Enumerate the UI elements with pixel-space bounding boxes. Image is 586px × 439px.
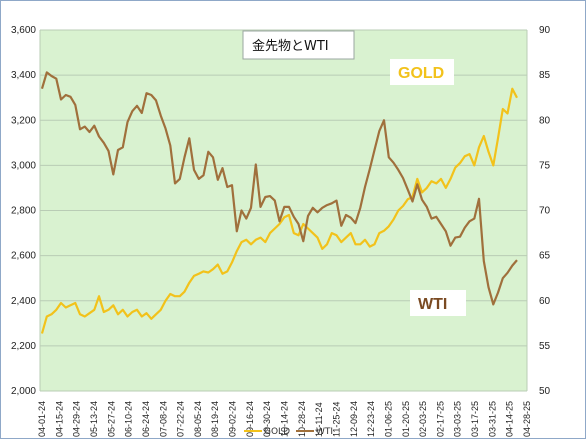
x-tick-label: 02-03-25	[418, 401, 428, 437]
x-tick-label: 08-05-24	[193, 401, 203, 437]
x-tick-label: 05-13-24	[89, 401, 99, 437]
chart-title: 金先物とWTI	[252, 38, 329, 54]
gold-series-line	[40, 87, 518, 334]
y-left-tick-label: 2,400	[11, 296, 36, 307]
y-left-tick-label: 3,400	[11, 70, 36, 81]
x-tick-label: 07-08-24	[158, 401, 168, 437]
x-tick-label: 12-09-24	[349, 401, 359, 437]
x-tick-label: 03-03-25	[453, 401, 463, 437]
y-right-tick-label: 75	[539, 160, 551, 171]
x-tick-label: 12-23-24	[366, 401, 376, 437]
x-tick-label: 09-16-24	[245, 401, 255, 437]
y-right-tick-label: 80	[539, 115, 551, 126]
gold-series-label: GOLD	[398, 65, 444, 82]
x-tick-label: 11-25-24	[331, 402, 341, 437]
x-tick-label: 04-14-25	[505, 401, 515, 437]
x-tick-label: 09-02-24	[228, 401, 238, 437]
x-tick-label: 04-15-24	[54, 401, 64, 437]
x-tick-label: 01-20-25	[401, 401, 411, 437]
x-tick-label: 07-22-24	[176, 401, 186, 437]
y-left-tick-label: 2,000	[11, 386, 36, 397]
y-left-tick-label: 2,800	[11, 206, 36, 217]
y-left-tick-label: 3,200	[11, 115, 36, 126]
x-tick-label: 03-17-25	[470, 401, 480, 437]
y-right-tick-label: 55	[539, 341, 551, 352]
x-tick-label: 03-31-25	[487, 401, 497, 437]
legend: GOLD WTI	[244, 427, 333, 437]
x-tick-label: 06-10-24	[124, 401, 134, 437]
y-axis-left: 2,000 2,200 2,400 2,600 2,800 3,000 3,200 3,400…	[11, 25, 36, 397]
x-tick-label: 02-17-25	[435, 401, 445, 437]
x-tick-label: 04-28-25	[522, 401, 532, 437]
wti-label-box	[410, 290, 466, 316]
y-right-tick-label: 50	[539, 386, 551, 397]
x-tick-label: 10-14-24	[280, 401, 290, 437]
y-right-tick-label: 60	[539, 296, 551, 307]
x-tick-label: 01-06-25	[383, 401, 393, 437]
y-right-tick-label: 65	[539, 251, 551, 262]
x-tick-label: 09-30-24	[262, 401, 272, 437]
x-tick-label: 11-11-24	[314, 402, 324, 437]
wti-series-label: WTI	[418, 296, 447, 313]
wti-series-line	[40, 71, 518, 306]
y-left-tick-label: 2,200	[11, 341, 36, 352]
gold-label-box	[390, 59, 454, 85]
legend-wti-label: WTI	[316, 427, 333, 437]
y-axis-right: 50 55 60 65 70 75 80 85 90	[539, 25, 551, 397]
y-left-tick-label: 3,000	[11, 160, 36, 171]
x-tick-label: 04-29-24	[72, 401, 82, 437]
series-group	[40, 71, 518, 334]
y-left-tick-label: 2,600	[11, 251, 36, 262]
x-axis: 04-01-24 04-15-24 04-29-24 05-13-24 05-27-24…	[37, 401, 532, 437]
x-tick-label: 08-19-24	[210, 401, 220, 437]
y-right-tick-label: 90	[539, 25, 551, 36]
x-tick-label: 05-27-24	[106, 401, 116, 437]
x-tick-label: 10-28-24	[297, 401, 307, 437]
legend-gold-label: GOLD	[264, 427, 290, 437]
y-right-tick-label: 70	[539, 206, 551, 217]
y-left-tick-label: 3,600	[11, 25, 36, 36]
x-tick-label: 04-01-24	[37, 401, 47, 437]
title-box	[242, 30, 355, 60]
y-right-tick-label: 85	[539, 70, 551, 81]
x-tick-label: 06-24-24	[141, 401, 151, 437]
